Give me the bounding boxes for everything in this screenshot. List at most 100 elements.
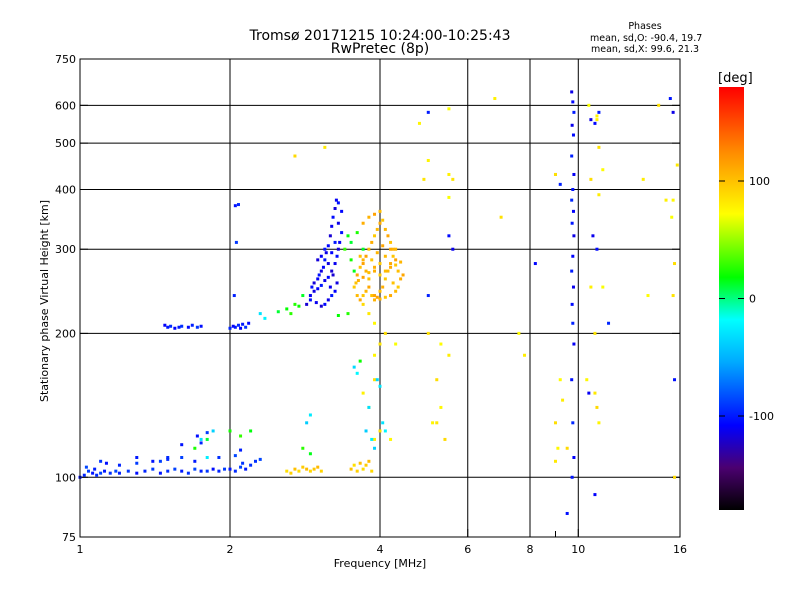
data-point (223, 467, 227, 471)
data-point (391, 281, 395, 285)
data-point (673, 475, 677, 479)
data-point (82, 473, 86, 477)
data-point (517, 331, 521, 335)
data-point (358, 461, 362, 465)
data-point (571, 421, 575, 425)
data-point (334, 198, 338, 202)
data-point (114, 469, 118, 473)
data-point (435, 421, 439, 425)
data-point (373, 378, 377, 382)
data-point (354, 281, 358, 285)
data-point (297, 469, 301, 473)
data-point (671, 110, 675, 114)
data-point (228, 326, 232, 330)
data-point (117, 463, 121, 467)
data-point (386, 234, 390, 238)
data-point (276, 310, 280, 314)
data-point (570, 269, 574, 273)
data-point (205, 437, 209, 441)
data-point (570, 221, 574, 225)
data-point (367, 277, 371, 281)
data-point (258, 312, 262, 316)
data-point (117, 471, 121, 475)
data-point (361, 221, 365, 225)
data-point (205, 469, 209, 473)
data-point (233, 325, 237, 329)
data-point (373, 269, 377, 273)
data-point (247, 321, 251, 325)
data-point (375, 295, 379, 299)
data-point (572, 234, 576, 238)
data-point (333, 262, 337, 266)
data-point (173, 326, 177, 330)
data-point (378, 273, 382, 277)
data-point (499, 215, 503, 219)
stats-x-mode: mean, sd,X: 99.6, 21.3 (590, 44, 700, 55)
data-point (389, 265, 393, 269)
stats-header: Phases (628, 21, 662, 32)
data-point (593, 493, 597, 497)
data-point (383, 277, 387, 281)
data-point (108, 471, 112, 475)
data-point (244, 467, 248, 471)
data-point (601, 168, 605, 172)
data-point (389, 262, 393, 266)
data-point (186, 325, 190, 329)
data-point (249, 463, 253, 467)
y-tick-label: 600 (55, 99, 76, 112)
data-point (355, 371, 359, 375)
data-point (553, 459, 557, 463)
data-point (151, 459, 155, 463)
data-point (135, 455, 139, 459)
data-point (570, 154, 574, 158)
data-point (641, 177, 645, 181)
data-point (244, 325, 248, 329)
x-tick-label: 16 (673, 543, 687, 556)
data-point (587, 103, 591, 107)
data-point (572, 342, 576, 346)
data-point (595, 247, 599, 251)
data-point (593, 121, 597, 125)
data-point (305, 302, 309, 306)
data-point (305, 467, 309, 471)
data-point (561, 398, 565, 402)
data-point (285, 307, 289, 311)
data-point (417, 121, 421, 125)
data-point (558, 378, 562, 382)
data-point (258, 457, 262, 461)
data-point (211, 467, 215, 471)
data-point (312, 289, 316, 293)
data-point (135, 461, 139, 465)
data-point (180, 324, 184, 328)
data-point (361, 294, 365, 298)
data-point (439, 342, 443, 346)
data-point (375, 251, 379, 255)
data-point (289, 312, 293, 316)
data-point (233, 454, 237, 458)
data-point (358, 265, 362, 269)
data-point (312, 467, 316, 471)
data-point (336, 313, 340, 317)
data-point (289, 471, 293, 475)
data-point (333, 289, 337, 293)
data-point (324, 251, 328, 255)
data-point (166, 455, 170, 459)
data-point (670, 215, 674, 219)
data-point (217, 469, 221, 473)
data-point (386, 269, 390, 273)
data-point (308, 413, 312, 417)
data-point (373, 446, 377, 450)
data-point (199, 324, 203, 328)
data-point (326, 262, 330, 266)
data-point (435, 378, 439, 382)
data-point (326, 298, 330, 302)
data-point (570, 198, 574, 202)
data-point (370, 258, 374, 262)
data-point (326, 275, 330, 279)
data-point (99, 459, 103, 463)
data-point (367, 271, 371, 275)
data-point (375, 227, 379, 231)
data-point (358, 298, 362, 302)
data-point (330, 294, 334, 298)
